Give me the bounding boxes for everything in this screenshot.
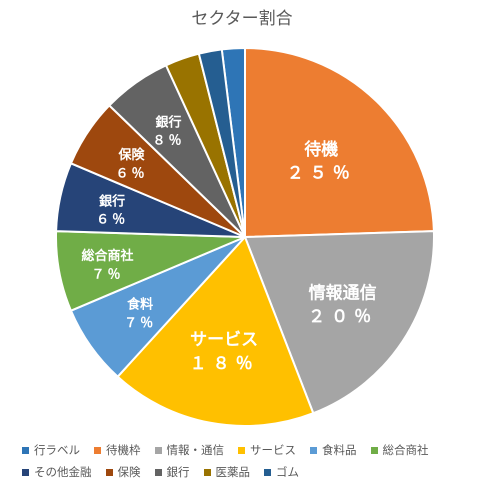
legend-item: 食料品 [310, 442, 357, 458]
slice-label: 待機 [304, 139, 338, 160]
pie-slice [197, 48, 246, 238]
legend-label: 食料品 [322, 443, 357, 457]
legend-label: 情報・通信 [166, 443, 225, 457]
legend-item: 情報・通信 [154, 442, 225, 458]
legend-swatch [238, 446, 245, 454]
chart-title: セクター割合 [191, 9, 293, 29]
slice-percent-label: ８％ [153, 134, 185, 149]
slice-percent-label: ７％ [92, 267, 124, 282]
legend-item: 保険 [105, 464, 141, 480]
slice-percent-label: １８％ [190, 354, 259, 374]
legend: 行ラベル 待機枠 情報・通信 サービス 食料品 総合商社その他金融 保険 銀行 医薬品 ゴム [22, 442, 472, 480]
legend-label: 待機枠 [106, 443, 141, 457]
legend-item: 医薬品 [203, 464, 251, 480]
legend-swatch [22, 468, 29, 476]
pie-slice [244, 46, 435, 239]
legend-swatch [264, 468, 271, 476]
legend-item: 行ラベル [22, 442, 80, 458]
legend-row: 行ラベル 待機枠 情報・通信 サービス 食料品 総合商社その他金融 保険 銀行 医薬品 ゴム [22, 442, 472, 480]
slice-percent-label: ７％ [124, 316, 156, 331]
slice-percent-label: ２０％ [308, 307, 377, 327]
legend-swatch [105, 468, 113, 476]
legend-label: 医薬品 [215, 465, 251, 479]
slice-label: 保険 [118, 147, 146, 163]
legend-label: 行ラベル [34, 443, 80, 457]
legend-swatch [94, 446, 101, 454]
legend-label: 銀行 [166, 465, 190, 479]
legend-item: 総合商社 [370, 442, 429, 458]
legend-swatch [310, 446, 317, 454]
pie-slice [116, 235, 315, 427]
slice-label: 銀行 [156, 114, 182, 130]
slice-percent-label: ６％ [96, 212, 128, 227]
slice-label: サービス [190, 330, 258, 350]
legend-item: サービス [238, 442, 296, 458]
legend-item: その他金融 [22, 464, 92, 480]
legend-item: 銀行 [154, 464, 190, 480]
legend-label: その他金融 [34, 465, 92, 479]
legend-label: 保険 [117, 465, 141, 479]
legend-item: ゴム [264, 464, 299, 480]
slice-label: 食料 [127, 297, 153, 313]
slice-label: 情報通信 [309, 282, 377, 303]
legend-swatch [154, 468, 162, 476]
legend-label: ゴム [276, 465, 299, 479]
legend-label: サービス [250, 443, 296, 457]
slice-percent-label: ６％ [116, 166, 148, 181]
pie-chart: 待機２５％情報通信２０％サービス１８％食料７％総合商社７％銀行６％保険６％銀行８… [55, 46, 435, 427]
pie-slice [243, 230, 435, 415]
legend-item: 待機枠 [94, 442, 141, 458]
legend-swatch [203, 468, 211, 476]
slice-label: 総合商社 [82, 248, 134, 264]
slice-percent-label: ２５％ [287, 164, 356, 184]
legend-label: 総合商社 [382, 443, 429, 457]
legend-swatch [22, 446, 29, 454]
slice-label: 銀行 [99, 193, 125, 209]
legend-swatch [154, 446, 162, 454]
legend-swatch [370, 446, 378, 454]
